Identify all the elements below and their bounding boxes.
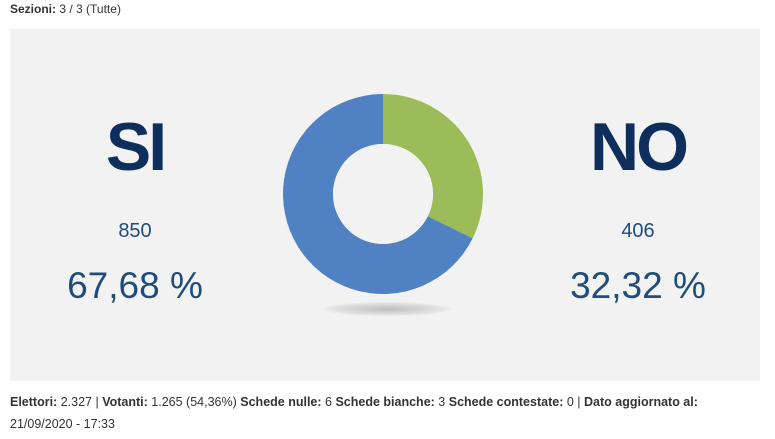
donut-hole <box>333 144 433 244</box>
elettori-value: 2.327 | <box>60 395 99 409</box>
contestate-value: 0 | <box>566 395 581 409</box>
si-votes: 850 <box>118 220 152 242</box>
votanti-label: Votanti: <box>102 395 148 409</box>
sezioni-label: Sezioni: <box>10 2 57 16</box>
no-percent: 32,32 % <box>570 265 706 306</box>
donut-slice-no <box>383 94 483 239</box>
chart-shadow <box>323 302 451 316</box>
nulle-label: Schede nulle: <box>240 395 322 409</box>
aggiornato-value: 21/09/2020 - 17:33 <box>10 417 115 431</box>
elettori-label: Elettori: <box>10 395 58 409</box>
contestate-label: Schede contestate: <box>448 395 564 409</box>
aggiornato-label: Dato aggiornato al: <box>584 395 698 409</box>
donut-svg <box>283 94 483 294</box>
bianche-value: 3 <box>438 395 446 409</box>
donut-chart <box>273 84 493 324</box>
summary-footer: Elettori: 2.327 | Votanti: 1.265 (54,36%… <box>10 391 765 435</box>
nulle-value: 6 <box>325 395 332 409</box>
bianche-label: Schede bianche: <box>335 395 435 409</box>
sezioni-value: 3 / 3 (Tutte) <box>59 2 121 16</box>
donut-slice-si <box>283 94 473 294</box>
sezioni-info: Sezioni: 3 / 3 (Tutte) <box>10 2 121 16</box>
results-panel: SI 850 67,68 % NO 406 32,32 % <box>10 29 760 381</box>
no-label: NO <box>590 109 689 185</box>
no-votes: 406 <box>621 220 655 242</box>
si-percent: 67,68 % <box>67 265 203 306</box>
si-label: SI <box>105 109 167 185</box>
votanti-value: 1.265 (54,36%) <box>151 395 237 409</box>
